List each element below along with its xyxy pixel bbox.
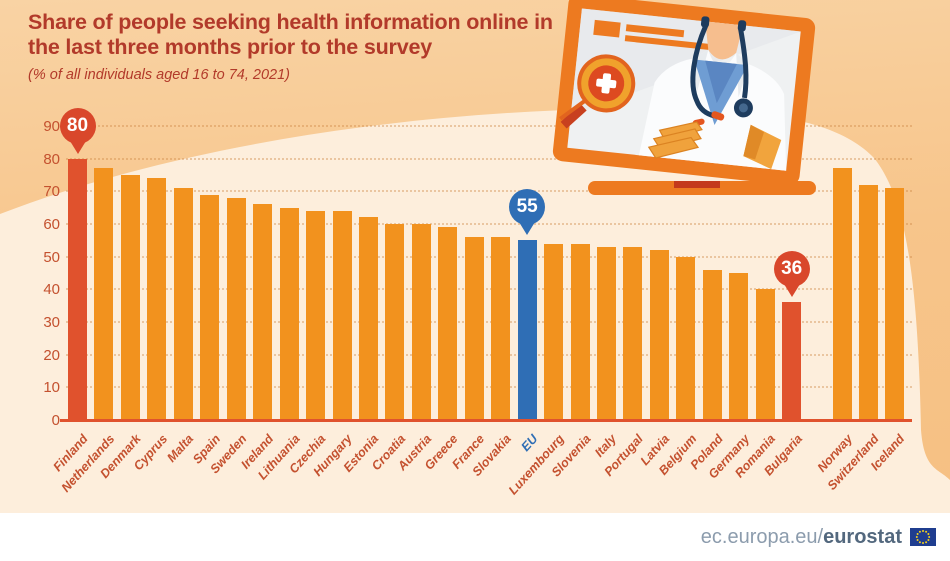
gridline-90 bbox=[66, 124, 912, 127]
bar-estonia bbox=[358, 217, 378, 420]
x-axis-line bbox=[60, 419, 912, 422]
bar-croatia bbox=[385, 223, 405, 420]
bar-bulgaria bbox=[782, 302, 802, 420]
chart-header: Share of people seeking health informati… bbox=[28, 10, 568, 83]
screen-logo-block bbox=[593, 19, 621, 38]
bar-czechia bbox=[306, 210, 326, 420]
x-label-malta: Malta bbox=[164, 431, 197, 465]
x-label-eu: EU bbox=[518, 431, 541, 455]
bar-slovenia bbox=[570, 243, 590, 420]
eu-flag-icon bbox=[910, 528, 936, 546]
y-tick-label-40: 40 bbox=[43, 281, 60, 299]
bar-iceland bbox=[885, 188, 904, 420]
gridline-70 bbox=[66, 190, 912, 193]
bar-slovakia bbox=[491, 237, 511, 420]
bar-france bbox=[464, 237, 484, 420]
callout-pointer bbox=[69, 140, 86, 154]
callout-55-badge: 55 bbox=[509, 189, 546, 236]
doctor-neck bbox=[705, 21, 744, 60]
bar-luxembourg bbox=[544, 243, 564, 420]
bar-hungary bbox=[332, 210, 352, 420]
bar-lithuania bbox=[279, 207, 299, 420]
bar-portugal bbox=[623, 246, 643, 420]
bar-netherlands bbox=[94, 168, 114, 420]
y-tick-label-60: 60 bbox=[43, 215, 60, 233]
chart-title: Share of people seeking health informati… bbox=[28, 10, 553, 60]
bar-belgium bbox=[676, 256, 696, 420]
bar-greece bbox=[438, 227, 458, 420]
gridline-30 bbox=[66, 320, 912, 323]
footer-bar: ec.europa.eu/eurostat bbox=[0, 513, 950, 561]
chart-subtitle: (% of all individuals aged 16 to 74, 202… bbox=[28, 66, 290, 83]
bar-austria bbox=[411, 223, 431, 420]
gridline-20 bbox=[66, 353, 912, 356]
url-normal-part: ec.europa.eu/ bbox=[700, 525, 824, 548]
bar-ireland bbox=[253, 204, 273, 420]
y-tick-label-80: 80 bbox=[43, 150, 60, 168]
y-tick-label-50: 50 bbox=[43, 248, 60, 266]
bar-switzerland bbox=[859, 184, 878, 420]
bar-eu bbox=[517, 240, 537, 420]
bar-romania bbox=[755, 289, 775, 420]
bar-finland bbox=[68, 158, 87, 420]
laptop-doctor-illustration bbox=[552, 0, 816, 195]
bar-sweden bbox=[226, 197, 246, 420]
callout-value: 36 bbox=[773, 251, 810, 288]
bar-latvia bbox=[649, 250, 669, 420]
stethoscope bbox=[690, 24, 716, 119]
gridline-80 bbox=[66, 157, 912, 160]
callout-value: 80 bbox=[59, 107, 96, 144]
url-bold-part: eurostat bbox=[823, 525, 902, 548]
eurostat-url: ec.europa.eu/eurostat bbox=[701, 526, 902, 549]
bar-italy bbox=[597, 246, 616, 420]
gridline-40 bbox=[66, 288, 912, 291]
bar-denmark bbox=[120, 174, 140, 420]
doctor-hand-papers bbox=[647, 121, 703, 159]
gridline-10 bbox=[66, 386, 912, 389]
y-tick-label-20: 20 bbox=[43, 346, 60, 364]
bar-poland bbox=[702, 269, 722, 420]
health-search-magnifier-icon bbox=[559, 54, 636, 129]
gridline-60 bbox=[66, 222, 912, 225]
y-tick-label-70: 70 bbox=[43, 183, 60, 201]
bar-cyprus bbox=[147, 178, 167, 420]
bar-norway bbox=[833, 168, 852, 420]
callout-value: 55 bbox=[509, 189, 546, 226]
callout-80-badge: 80 bbox=[59, 107, 96, 154]
y-tick-label-10: 10 bbox=[43, 379, 60, 397]
callout-36-badge: 36 bbox=[773, 251, 810, 298]
gridline-50 bbox=[66, 255, 912, 258]
callout-pointer bbox=[783, 284, 800, 298]
y-tick-label-90: 90 bbox=[43, 117, 60, 135]
y-tick-label-30: 30 bbox=[43, 313, 60, 331]
bar-malta bbox=[173, 188, 193, 420]
y-tick-label-0: 0 bbox=[51, 412, 60, 429]
bar-germany bbox=[729, 272, 749, 420]
callout-pointer bbox=[519, 222, 536, 236]
bar-spain bbox=[200, 194, 220, 420]
